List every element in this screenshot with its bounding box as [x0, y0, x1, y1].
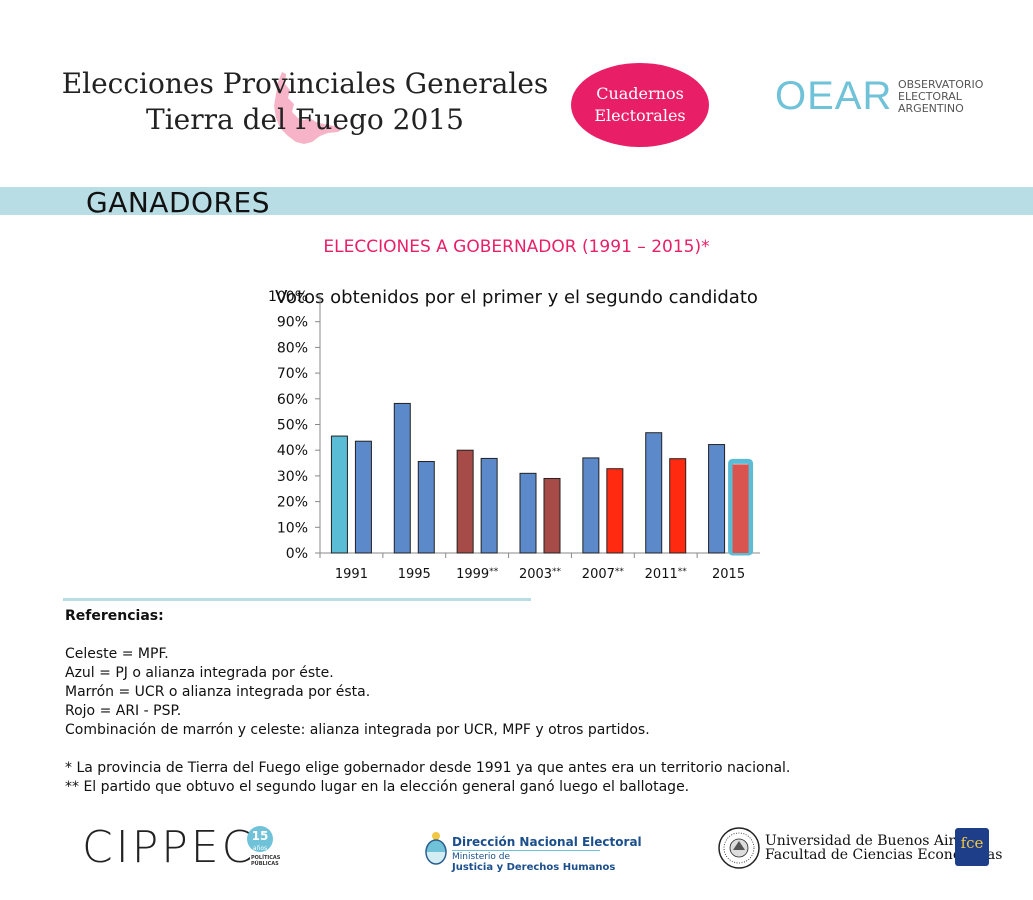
bar-first-candidate	[645, 432, 663, 554]
uba-logo: Universidad de Buenos Aires Facultad de …	[765, 834, 1002, 862]
y-tick-label: 40%	[277, 443, 308, 459]
footnote: ** El partido que obtuvo el segundo luga…	[65, 779, 690, 795]
x-tick-label: 2015	[712, 567, 745, 582]
bar-first-candidate	[456, 449, 474, 554]
y-tick-label: 20%	[277, 495, 308, 511]
badge-line2: Electorales	[594, 106, 686, 125]
reference-line: Celeste = MPF.	[65, 646, 169, 662]
bar-first-candidate	[708, 444, 726, 554]
y-tick-label: 0%	[286, 546, 308, 562]
cippec-tag2: PÚBLICAS	[251, 861, 279, 867]
dne-logo: Dirección Nacional Electoral Ministerio …	[452, 836, 642, 874]
x-tick-label: 1995	[398, 567, 431, 582]
y-tick-label: 80%	[277, 340, 308, 356]
chart-title: ELECCIONES A GOBERNADOR (1991 – 2015)*	[323, 237, 710, 257]
bar-second-candidate	[480, 457, 498, 554]
references-heading: Referencias:	[65, 608, 164, 624]
bar-first-candidate	[330, 435, 348, 554]
oear-line3: ARGENTINO	[898, 102, 964, 115]
references-divider	[63, 598, 531, 601]
dne-divider	[452, 850, 600, 851]
page-title-line1: Elecciones Provinciales Generales	[61, 67, 549, 100]
y-tick-label: 90%	[277, 315, 308, 331]
y-tick-label: 50%	[277, 418, 308, 434]
x-tick-label: 1999**	[456, 567, 499, 582]
section-band	[0, 187, 1033, 215]
reference-line: Rojo = ARI - PSP.	[65, 703, 182, 719]
bar-second-candidate	[732, 464, 749, 553]
argentina-shield-icon	[425, 832, 447, 865]
reference-line: Azul = PJ o alianza integrada por éste.	[65, 665, 334, 681]
bar-second-candidate	[417, 461, 435, 554]
bar-second-candidate	[606, 468, 624, 554]
y-tick-label: 30%	[277, 469, 308, 485]
cippec-tagline: POLÍTICAS PÚBLICAS	[251, 855, 280, 867]
chart-subtitle: Votos obtenidos por el primer y el segun…	[275, 287, 758, 308]
uba-line2: Facultad de Ciencias Económicas	[765, 847, 1003, 863]
uba-line1: Universidad de Buenos Aires	[765, 833, 971, 849]
cippec-logo: CIPPEC	[82, 822, 256, 873]
dne-line1: Dirección Nacional Electoral	[452, 835, 642, 849]
x-tick-label: 2007**	[582, 567, 625, 582]
y-tick-label: 10%	[277, 520, 308, 536]
bar-second-candidate	[354, 440, 372, 554]
bar-second-candidate	[543, 477, 561, 554]
dne-line3: Justicia y Derechos Humanos	[452, 862, 616, 873]
bar-first-candidate	[582, 457, 600, 554]
page-title: Elecciones Provinciales Generales Tierra…	[60, 66, 550, 138]
reference-line: Combinación de marrón y celeste: alianza…	[65, 722, 650, 738]
badge-number: 15	[251, 829, 269, 843]
oear-line1: OBSERVATORIO	[898, 78, 984, 91]
y-tick-label: 60%	[277, 392, 308, 408]
oear-logo: OEAR	[775, 74, 893, 118]
cuadernos-electorales-badge: Cuadernos Electorales	[571, 63, 709, 147]
badge-line1: Cuadernos	[596, 84, 684, 103]
x-tick-label: 2003**	[519, 567, 562, 582]
oear-line2: ELECTORAL	[898, 90, 962, 103]
y-tick-label: 100%	[268, 289, 308, 305]
badge-years: años	[252, 845, 268, 852]
fce-logo: fce	[955, 828, 989, 866]
x-tick-label: 1991	[335, 567, 368, 582]
y-tick-label: 70%	[277, 366, 308, 382]
page-title-line2: Tierra del Fuego 2015	[146, 103, 464, 136]
uba-seal-icon	[718, 827, 760, 869]
footnote: * La provincia de Tierra del Fuego elige…	[65, 760, 791, 776]
references: Referencias: Celeste = MPF. Azul = PJ o …	[65, 607, 790, 797]
cippec-15-badge: 15 años	[247, 826, 273, 852]
bar-first-candidate	[393, 402, 411, 554]
tierra-del-fuego-map-icon	[274, 72, 344, 144]
dne-line2: Ministerio de	[452, 852, 511, 862]
bar-chart: 0% 10% 20% 30% 40% 50% 60% 70% 80% 90% 100% 1991 199…	[268, 289, 760, 582]
x-tick-label: 2011**	[645, 567, 688, 582]
bar-first-candidate	[519, 472, 537, 554]
bar-second-candidate	[669, 458, 687, 554]
oear-logo-subtitle: OBSERVATORIO ELECTORAL ARGENTINO	[898, 79, 983, 115]
reference-line: Marrón = UCR o alianza integrada por ést…	[65, 684, 371, 700]
cippec-tag1: POLÍTICAS	[251, 855, 281, 861]
section-title: GANADORES	[86, 186, 270, 219]
